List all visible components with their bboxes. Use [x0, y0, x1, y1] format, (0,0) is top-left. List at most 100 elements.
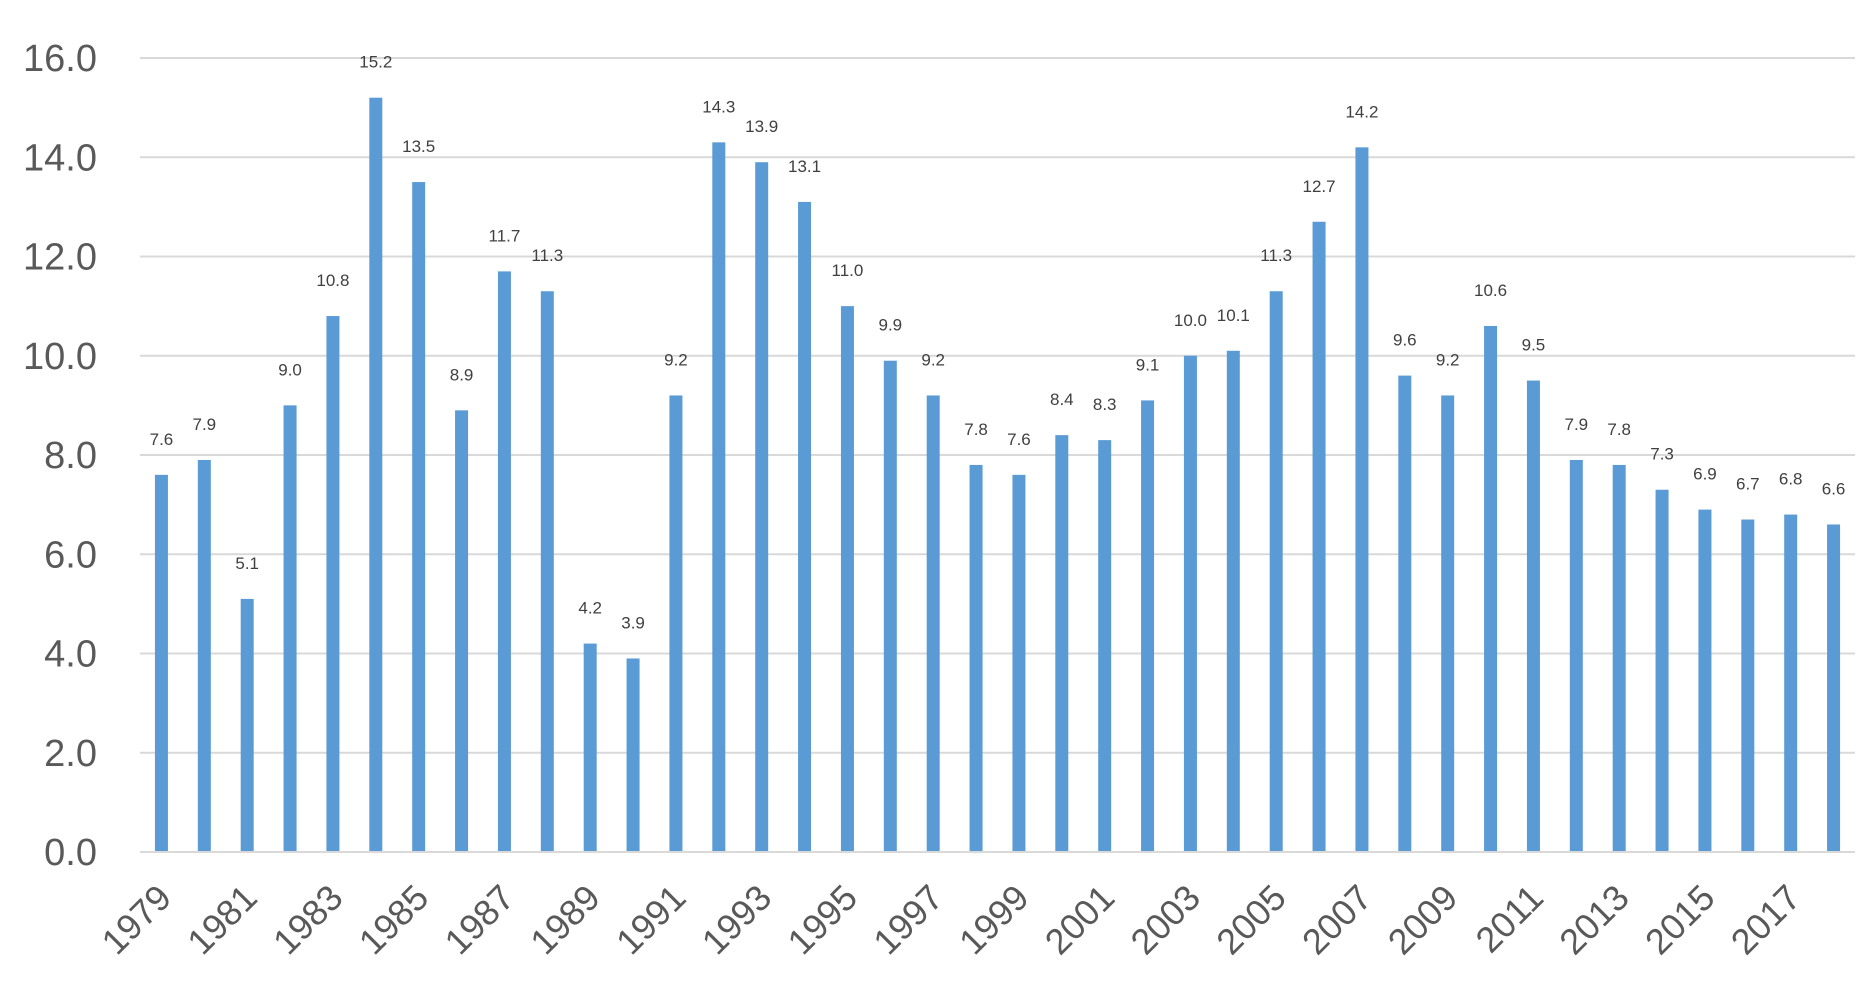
- bar-2003: [1183, 355, 1197, 852]
- bars: [154, 97, 1841, 853]
- bar-1997: [926, 395, 940, 852]
- data-label: 11.3: [1260, 246, 1292, 265]
- bar-1999: [1012, 474, 1026, 852]
- data-label: 4.2: [578, 599, 602, 618]
- x-tick-label: 2007: [1294, 877, 1380, 963]
- x-tick-label: 1981: [179, 877, 265, 963]
- x-tick-label: 1987: [436, 877, 522, 963]
- bar-2010: [1484, 325, 1498, 853]
- bar-1983: [326, 316, 340, 852]
- x-tick-label: 2013: [1551, 877, 1637, 963]
- x-tick-label: 1997: [865, 877, 951, 963]
- bar-1991: [669, 395, 683, 852]
- bar-1992: [712, 142, 726, 853]
- data-label: 7.6: [1007, 430, 1031, 449]
- data-label: 7.9: [192, 415, 216, 434]
- data-label: 8.4: [1050, 390, 1074, 409]
- data-label: 9.5: [1522, 336, 1546, 355]
- data-label: 9.9: [878, 316, 902, 335]
- bar-1996: [883, 360, 897, 852]
- x-tick-label: 2011: [1467, 877, 1551, 961]
- bar-1998: [969, 464, 983, 852]
- data-label: 9.2: [921, 350, 945, 369]
- data-label: 10.6: [1474, 281, 1507, 300]
- bar-2015: [1698, 509, 1712, 852]
- x-tick-label: 2001: [1037, 877, 1123, 963]
- bar-1984: [369, 97, 383, 852]
- data-label: 9.0: [278, 360, 302, 379]
- x-tick-label: 1979: [93, 877, 179, 963]
- data-label: 7.8: [964, 420, 988, 439]
- data-label: 9.2: [664, 350, 688, 369]
- bar-1995: [840, 306, 854, 852]
- data-label: 12.7: [1303, 177, 1336, 196]
- bar-2011: [1526, 380, 1540, 852]
- bar-2006: [1312, 221, 1326, 852]
- data-label: 7.8: [1607, 420, 1631, 439]
- bar-1982: [283, 405, 297, 852]
- data-label: 3.9: [621, 613, 645, 632]
- data-label: 11.0: [832, 261, 864, 280]
- x-tick-label: 2005: [1208, 877, 1294, 963]
- y-tick-label: 10.0: [23, 336, 97, 378]
- bar-1990: [626, 658, 640, 852]
- bar-1989: [583, 643, 597, 852]
- bar-2009: [1441, 395, 1455, 852]
- x-tick-label: 1991: [608, 877, 694, 963]
- data-label: 8.9: [450, 365, 474, 384]
- x-tick-label: 1993: [694, 877, 780, 963]
- data-label: 9.1: [1136, 355, 1160, 374]
- x-tick-label: 2009: [1380, 877, 1466, 963]
- data-label: 6.6: [1822, 479, 1846, 498]
- data-label: 5.1: [235, 554, 259, 573]
- bar-1986: [455, 410, 469, 852]
- data-label: 14.2: [1345, 102, 1378, 121]
- data-label: 10.8: [316, 271, 349, 290]
- data-label: 9.2: [1436, 350, 1460, 369]
- bar-2004: [1226, 350, 1240, 852]
- data-label: 13.9: [745, 117, 778, 136]
- y-axis-ticks: 0.0 2.0 4.0 6.0 8.0 10.0 12.0 14.0 16.0: [23, 38, 97, 874]
- bar-2014: [1655, 489, 1669, 852]
- data-label: 11.7: [489, 226, 521, 245]
- data-label: 15.2: [359, 53, 392, 72]
- data-label: 6.7: [1736, 475, 1760, 494]
- bar-2016: [1741, 519, 1755, 852]
- data-label: 7.6: [150, 430, 174, 449]
- bar-2007: [1355, 147, 1369, 852]
- data-label: 13.5: [402, 137, 435, 156]
- bar-1985: [412, 182, 426, 852]
- data-label: 11.3: [531, 246, 563, 265]
- bar-2000: [1055, 435, 1069, 852]
- x-tick-label: 2017: [1723, 877, 1809, 963]
- bar-1980: [197, 459, 211, 852]
- bar-1979: [154, 474, 168, 852]
- bar-2001: [1098, 440, 1112, 852]
- data-label: 14.3: [702, 97, 735, 116]
- bar-2013: [1612, 464, 1626, 852]
- data-labels: 7.6 7.9 5.1 9.0 10.8 15.2 13.5 8.9 11.7 11.3 4.2 3.…: [150, 53, 1846, 633]
- y-tick-label: 2.0: [44, 733, 97, 775]
- y-tick-label: 14.0: [23, 137, 97, 179]
- x-tick-label: 1985: [351, 877, 437, 963]
- y-tick-label: 6.0: [44, 534, 97, 576]
- data-label: 10.0: [1174, 311, 1207, 330]
- data-label: 6.8: [1779, 470, 1803, 489]
- data-label: 6.9: [1693, 465, 1717, 484]
- x-tick-label: 1999: [951, 877, 1037, 963]
- x-tick-label: 1983: [265, 877, 351, 963]
- data-label: 10.1: [1217, 306, 1250, 325]
- bar-2018: [1827, 524, 1841, 852]
- bar-1987: [497, 271, 511, 852]
- y-tick-label: 8.0: [44, 435, 97, 477]
- x-tick-label: 2003: [1122, 877, 1208, 963]
- y-tick-label: 12.0: [23, 237, 97, 279]
- y-tick-label: 0.0: [44, 832, 97, 874]
- bar-1988: [540, 291, 554, 852]
- x-tick-label: 1989: [522, 877, 608, 963]
- bar-2012: [1569, 459, 1583, 852]
- data-label: 8.3: [1093, 395, 1117, 414]
- x-tick-label: 2015: [1637, 877, 1723, 963]
- bar-2005: [1269, 291, 1283, 852]
- bar-1993: [755, 162, 769, 852]
